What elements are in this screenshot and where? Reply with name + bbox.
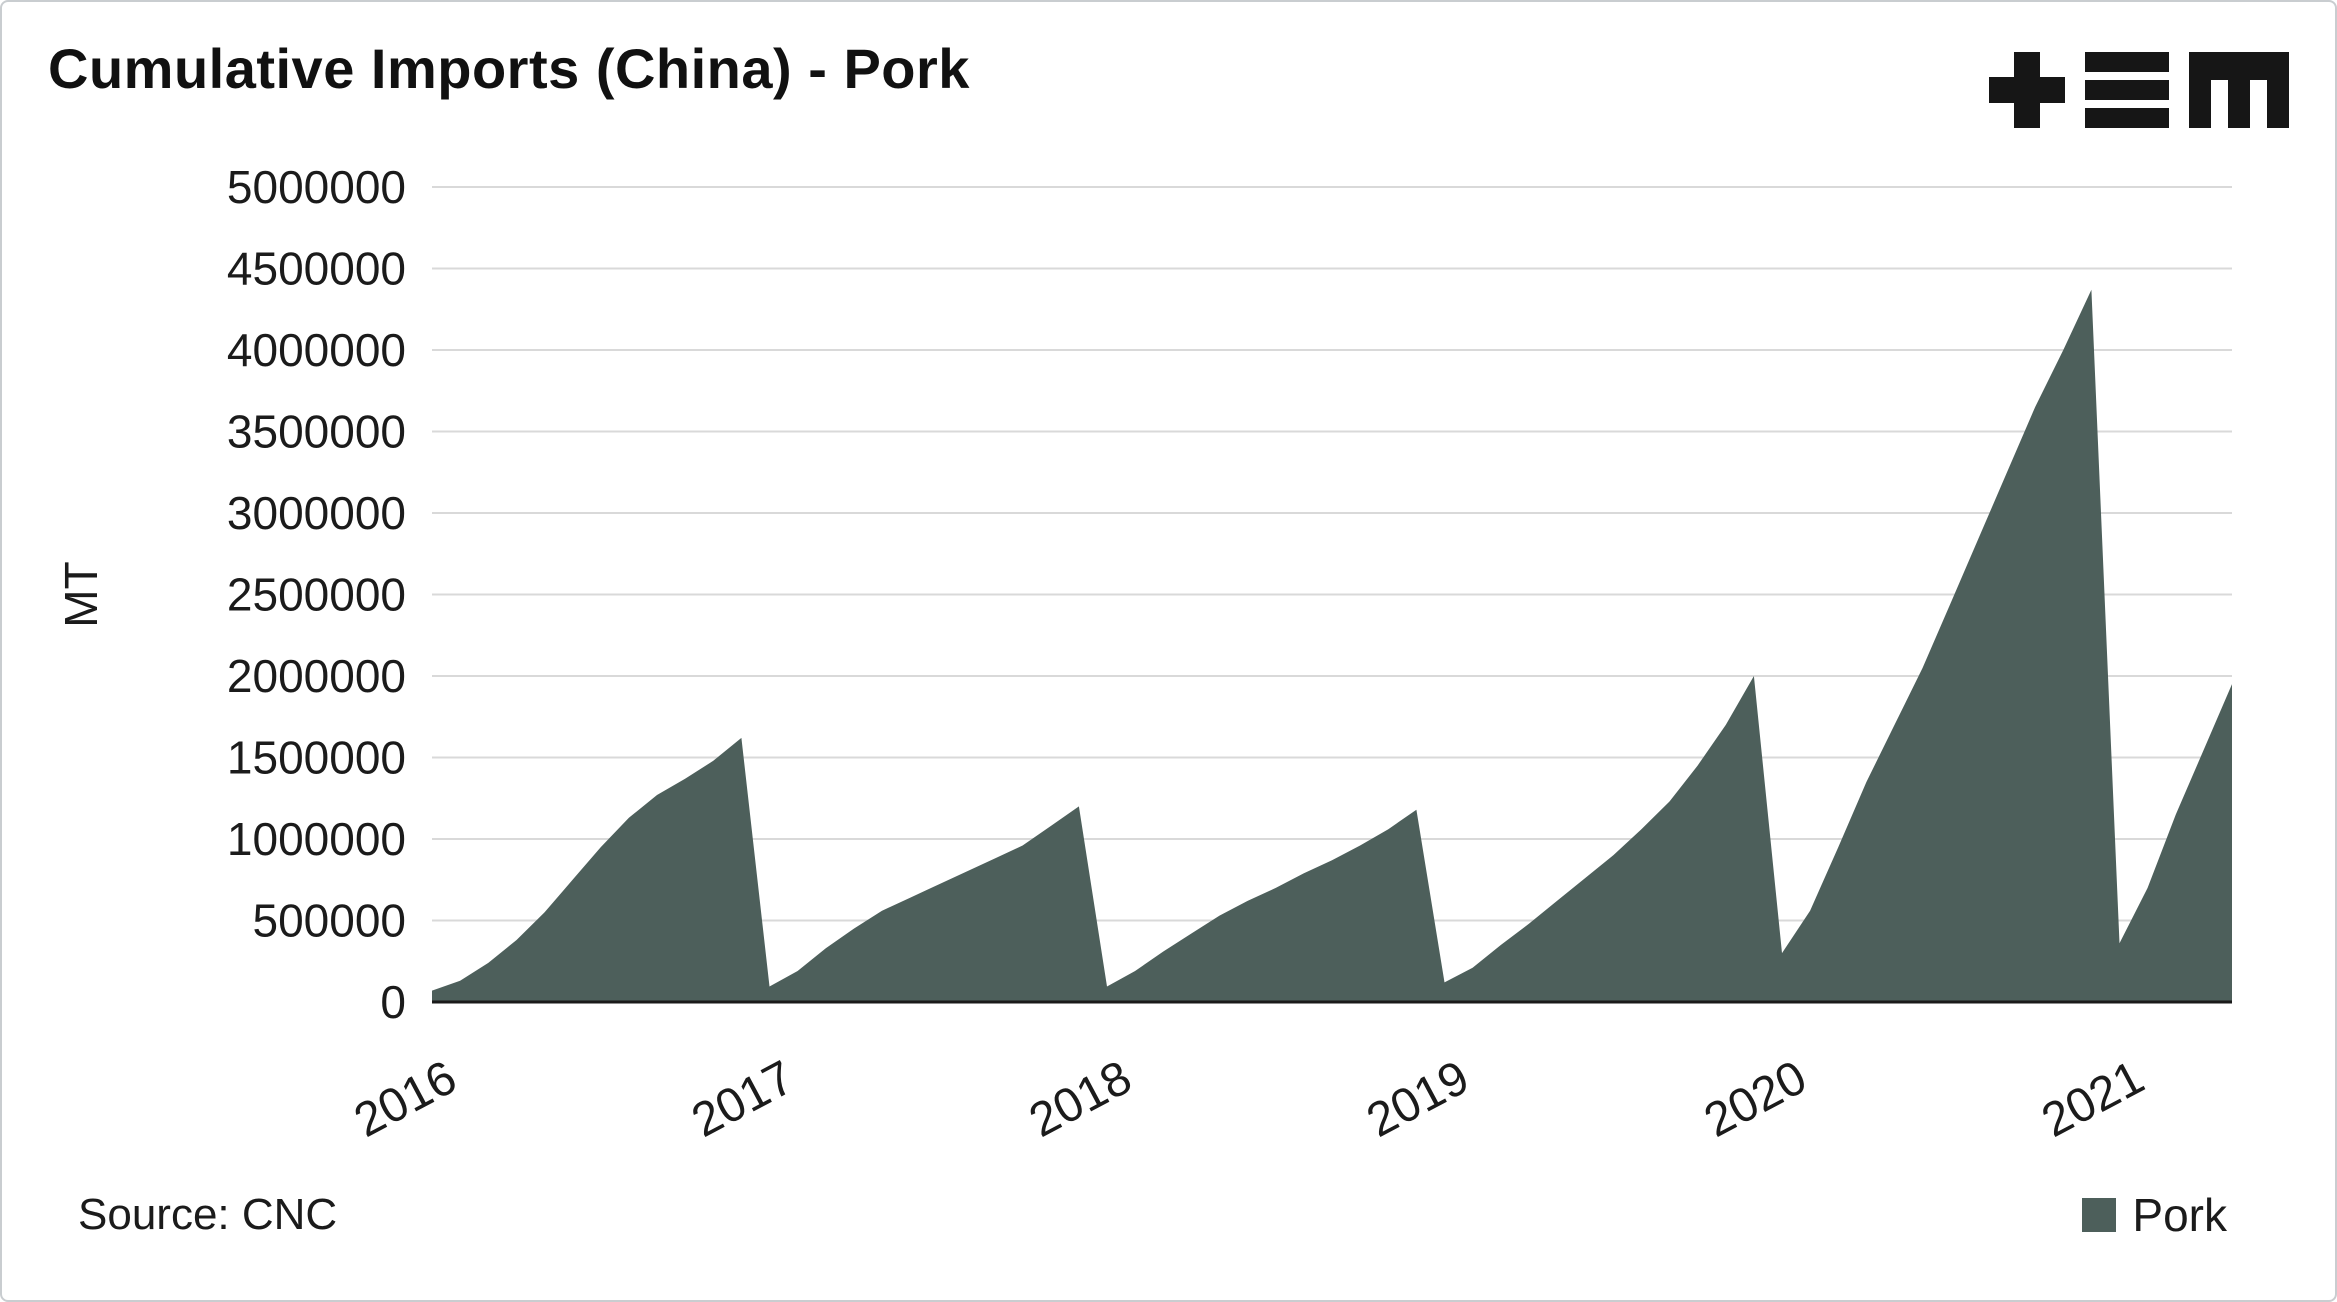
y-tick-label: 1000000 — [227, 813, 406, 865]
logo-plus-icon — [1989, 52, 2065, 128]
brand-logo — [1989, 52, 2289, 128]
legend: Pork — [2082, 1188, 2227, 1242]
y-tick-label: 500000 — [253, 895, 407, 947]
x-tick-label: 2018 — [1021, 1051, 1140, 1148]
series-area-pork — [432, 289, 2232, 1002]
legend-label-pork: Pork — [2132, 1189, 2227, 1241]
y-tick-label: 5000000 — [227, 161, 406, 213]
y-tick-label: 0 — [380, 976, 406, 1028]
y-tick-label: 3500000 — [227, 406, 406, 458]
y-tick-label: 1500000 — [227, 732, 406, 784]
source-note: Source: CNC — [78, 1190, 338, 1239]
logo-m-icon — [2189, 52, 2289, 128]
logo-bars-icon — [2085, 52, 2169, 128]
x-tick-label: 2021 — [2034, 1051, 2153, 1148]
y-tick-label: 2000000 — [227, 650, 406, 702]
x-tick-label: 2016 — [346, 1051, 465, 1148]
y-tick-label: 3000000 — [227, 487, 406, 539]
x-tick-label: 2020 — [1696, 1051, 1815, 1148]
y-axis-title: MT — [55, 561, 107, 627]
legend-swatch-pork — [2082, 1198, 2117, 1232]
x-tick-label: 2017 — [683, 1051, 802, 1148]
chart-title: Cumulative Imports (China) - Pork — [48, 37, 970, 100]
x-tick-label: 2019 — [1359, 1051, 1478, 1148]
y-tick-label: 4500000 — [227, 243, 406, 295]
y-tick-label: 2500000 — [227, 569, 406, 621]
y-tick-label: 4000000 — [227, 324, 406, 376]
